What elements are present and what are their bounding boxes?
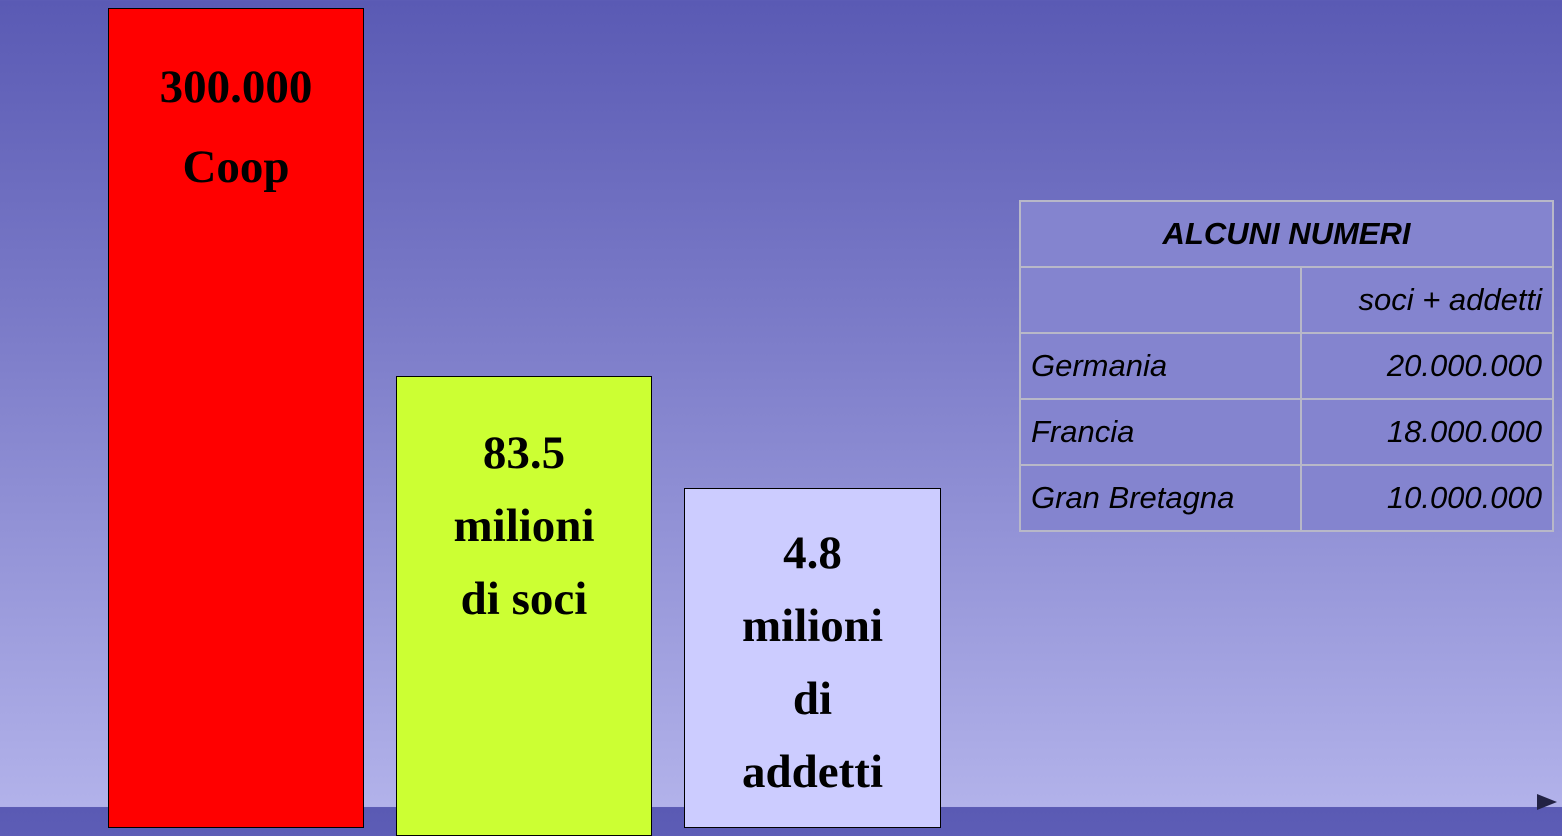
table-row: Germania 20.000.000 [1019, 332, 1554, 400]
box-text: di soci [460, 573, 588, 625]
numbers-table: ALCUNI NUMERI soci + addetti Germania 20.… [1019, 200, 1554, 532]
value-cell: 18.000.000 [1300, 398, 1554, 466]
empty-cell [1019, 266, 1302, 334]
addetti-box: 4.8 milioni di addetti [684, 488, 941, 828]
box-text: milioni [741, 600, 884, 652]
country-cell: Germania [1019, 332, 1302, 400]
value-cell: 10.000.000 [1300, 464, 1554, 532]
value-cell: 20.000.000 [1300, 332, 1554, 400]
soci-box: 83.5 milioni di soci [396, 376, 652, 836]
box-text: di [792, 673, 833, 725]
box-text: 4.8 [783, 527, 842, 579]
box-text: 300.000 [159, 61, 313, 113]
box-text: addetti [742, 746, 883, 798]
table-row: Gran Bretagna 10.000.000 [1019, 464, 1554, 532]
country-cell: Gran Bretagna [1019, 464, 1302, 532]
column-header: soci + addetti [1300, 266, 1554, 334]
country-cell: Francia [1019, 398, 1302, 466]
table-row: Francia 18.000.000 [1019, 398, 1554, 466]
box-text: Coop [182, 141, 290, 193]
table-title: ALCUNI NUMERI [1019, 200, 1554, 268]
box-text: 83.5 [482, 427, 566, 479]
nav-arrow[interactable] [1535, 790, 1562, 810]
box-text: milioni [453, 500, 595, 552]
coop-box: 300.000 Coop [108, 8, 364, 828]
